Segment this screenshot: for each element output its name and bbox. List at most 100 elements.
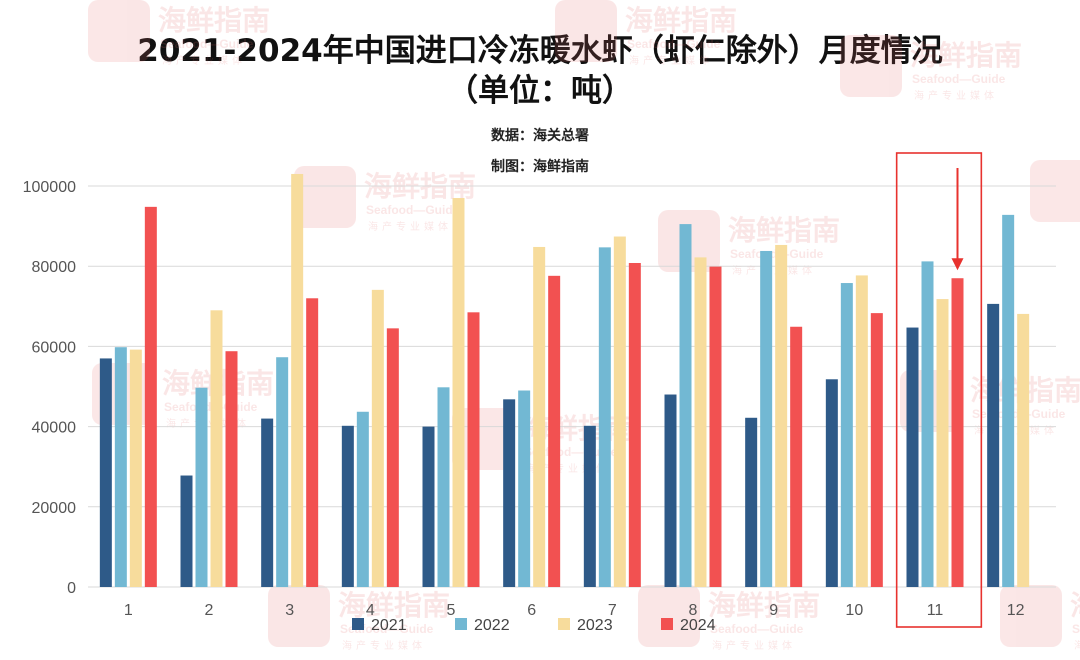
x-tick-label: 3 (285, 602, 294, 619)
watermark-brand-en: Seafood—Guide (366, 203, 460, 217)
bar (129, 349, 142, 587)
watermark-brand-en: Seafood—Guide (1072, 622, 1080, 636)
x-tick-label: 7 (608, 602, 617, 619)
watermark-logo (1000, 585, 1062, 647)
bar (987, 303, 1000, 587)
watermark-brand: 海鲜指南 (158, 4, 270, 37)
legend-label: 2023 (577, 617, 613, 634)
watermark-brand: 海鲜指南 (338, 589, 450, 622)
bar (628, 262, 641, 587)
bar (422, 426, 435, 587)
bar (760, 250, 773, 587)
y-tick-label: 100000 (23, 179, 76, 196)
watermark-logo (88, 0, 150, 62)
watermark-tagline: 海产专业媒体 (162, 54, 246, 67)
bar (870, 313, 883, 587)
bar (855, 275, 868, 587)
bar (437, 387, 450, 587)
legend-label: 2021 (371, 617, 407, 634)
watermark-tagline: 海产专业媒体 (914, 89, 998, 102)
bar (518, 390, 531, 587)
bar (371, 289, 384, 587)
bar (745, 417, 758, 587)
bar (583, 425, 596, 587)
legend-swatch (661, 618, 673, 630)
bar (261, 418, 274, 587)
bar (503, 399, 516, 587)
gridlines (88, 185, 1056, 588)
bar (114, 347, 127, 587)
x-tick-label: 4 (366, 602, 375, 619)
bar (664, 394, 677, 587)
bar (936, 299, 949, 587)
bar (195, 387, 208, 587)
watermark-brand-en: Seafood—Guide (160, 37, 254, 51)
watermark-logo (840, 35, 902, 97)
bar (709, 266, 722, 587)
bar (598, 247, 611, 587)
legend-swatch (558, 618, 570, 630)
x-tick-label: 9 (769, 602, 778, 619)
bar (452, 198, 465, 587)
y-tick-label: 0 (67, 580, 76, 597)
x-tick-label: 10 (845, 602, 863, 619)
y-tick-label: 40000 (32, 420, 77, 437)
watermark-tagline: 海产专业媒体 (629, 54, 713, 67)
watermark-brand: 海鲜指南 (728, 214, 840, 247)
x-axis-ticks: 1 2 3 4 5 6 7 8 9 10 11 12 (124, 602, 1025, 619)
x-tick-label: 6 (527, 602, 536, 619)
x-tick-label: 5 (447, 602, 456, 619)
legend-swatch (455, 618, 467, 630)
watermark-brand-en: Seafood—Guide (627, 37, 721, 51)
bar (306, 298, 319, 587)
legend: 2021 2022 2023 2024 (352, 617, 716, 634)
bar (775, 244, 788, 587)
bar (99, 358, 112, 587)
bar (1017, 313, 1030, 587)
bar (291, 173, 304, 587)
bar (144, 206, 157, 588)
bar (210, 310, 223, 587)
watermark-logo (1030, 160, 1080, 222)
bar (694, 257, 707, 587)
bar (341, 425, 354, 587)
legend-label: 2022 (474, 617, 510, 634)
watermark-brand-en: Seafood—Guide (912, 72, 1006, 86)
watermark-tagline: 海产专业媒体 (368, 220, 452, 233)
watermark-brand: 海鲜指南 (910, 39, 1022, 72)
bar (906, 327, 919, 587)
bar (276, 357, 289, 587)
bar (790, 326, 803, 587)
watermark-logo (294, 166, 356, 228)
watermark-logo (638, 585, 700, 647)
bar (951, 278, 964, 587)
chart-maker-credit: 制图：海鲜指南 (491, 159, 589, 175)
bars (99, 173, 1030, 588)
watermark-brand: 海鲜指南 (708, 589, 820, 622)
bar (356, 411, 369, 587)
bar (548, 275, 561, 587)
bar (679, 224, 692, 587)
watermark-logo (268, 585, 330, 647)
legend-label: 2024 (680, 617, 716, 634)
bar (225, 351, 238, 587)
highlight-arrow-head (951, 258, 964, 271)
highlight-annotation (895, 152, 983, 628)
watermark-tagline: 海产专业媒体 (974, 424, 1058, 437)
chart-title-line2: （单位：吨） (447, 73, 633, 109)
watermark-tagline: 海产专业媒体 (1074, 639, 1080, 652)
watermark-brand: 海鲜指南 (625, 4, 737, 37)
bar (840, 283, 853, 587)
watermark-logo (555, 0, 617, 62)
watermark-tagline: 海产专业媒体 (712, 639, 796, 652)
chart-title-line1: 2021-2024年中国进口冷冻暖水虾（虾仁除外）月度情况 (137, 33, 943, 69)
highlight-box (895, 152, 983, 628)
x-tick-label: 8 (689, 602, 698, 619)
